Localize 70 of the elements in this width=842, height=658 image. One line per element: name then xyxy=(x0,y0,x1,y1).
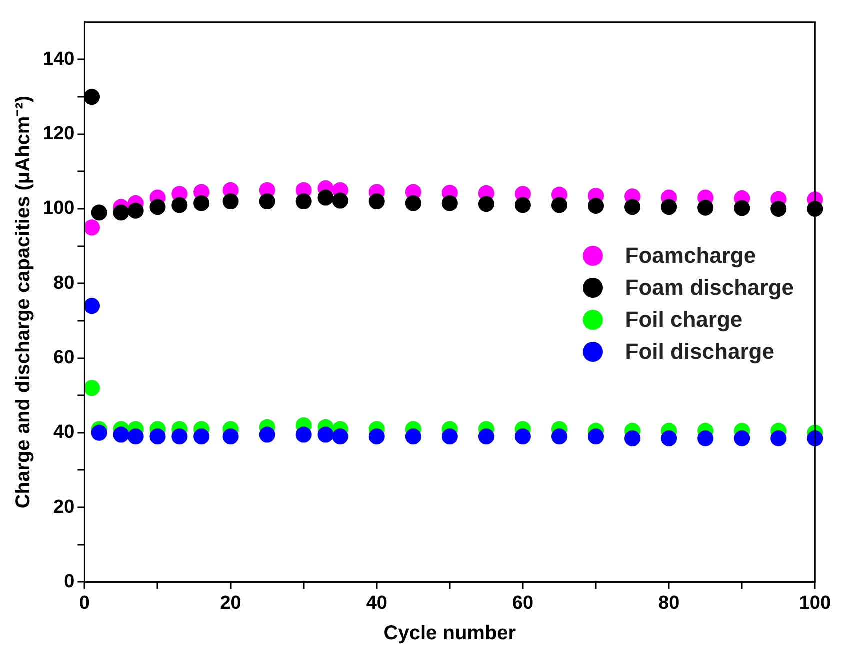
point xyxy=(514,197,531,214)
point xyxy=(332,428,348,445)
point xyxy=(91,424,108,441)
x-tick-label: 80 xyxy=(658,592,680,614)
point xyxy=(91,204,108,221)
point xyxy=(296,194,312,210)
point xyxy=(588,198,604,214)
point xyxy=(172,197,188,214)
point xyxy=(259,194,276,210)
point xyxy=(84,298,100,314)
point xyxy=(84,220,100,236)
point xyxy=(222,428,239,445)
point xyxy=(661,199,678,216)
point xyxy=(318,426,334,443)
point xyxy=(405,428,422,445)
point xyxy=(368,428,385,445)
point xyxy=(150,428,166,445)
x-tick-label: 20 xyxy=(220,592,242,614)
legend-label: Foam discharge xyxy=(625,275,794,301)
point xyxy=(405,195,422,212)
y-tick-label: 60 xyxy=(54,348,75,369)
point xyxy=(368,194,385,210)
point xyxy=(172,428,188,445)
point xyxy=(222,194,239,210)
legend-label: Foil discharge xyxy=(625,339,774,365)
point xyxy=(698,430,714,447)
point xyxy=(734,430,750,447)
point xyxy=(770,430,787,447)
x-tick-label: 60 xyxy=(512,592,534,614)
point xyxy=(770,201,787,217)
point xyxy=(624,430,641,447)
x-axis-title: Cycle number xyxy=(384,622,516,645)
legend-label: Foil charge xyxy=(625,307,743,333)
y-tick-label: 100 xyxy=(43,198,75,220)
point xyxy=(194,428,210,445)
point xyxy=(128,428,144,445)
point xyxy=(442,195,458,212)
y-tick-label: 80 xyxy=(54,272,75,294)
y-tick-label: 120 xyxy=(43,124,75,145)
point xyxy=(551,428,568,445)
point xyxy=(588,428,604,445)
point xyxy=(698,200,714,216)
point xyxy=(734,200,750,216)
x-tick-label: 0 xyxy=(79,592,90,614)
y-axis-title: Charge and discharge capacities (μAhcm⁻²) xyxy=(12,96,35,509)
y-tick-label: 40 xyxy=(54,422,75,444)
point xyxy=(259,426,276,443)
point xyxy=(84,380,100,396)
point xyxy=(478,196,494,212)
point xyxy=(551,197,568,214)
point xyxy=(113,204,130,221)
point xyxy=(194,195,210,212)
point xyxy=(478,428,494,445)
point xyxy=(150,199,166,216)
y-tick-label: 20 xyxy=(54,496,75,518)
point xyxy=(442,428,458,445)
point xyxy=(318,190,334,206)
point xyxy=(113,426,130,443)
legend-label: Foamcharge xyxy=(625,243,756,269)
point xyxy=(624,199,641,216)
point xyxy=(661,430,678,447)
point xyxy=(128,202,144,219)
x-tick-label: 40 xyxy=(366,592,388,614)
y-tick-label: 0 xyxy=(64,571,75,592)
x-tick-label: 100 xyxy=(799,592,831,614)
y-tick-label: 140 xyxy=(43,48,75,70)
point xyxy=(514,428,531,445)
point xyxy=(84,89,100,106)
point xyxy=(296,426,312,443)
point xyxy=(332,192,348,209)
